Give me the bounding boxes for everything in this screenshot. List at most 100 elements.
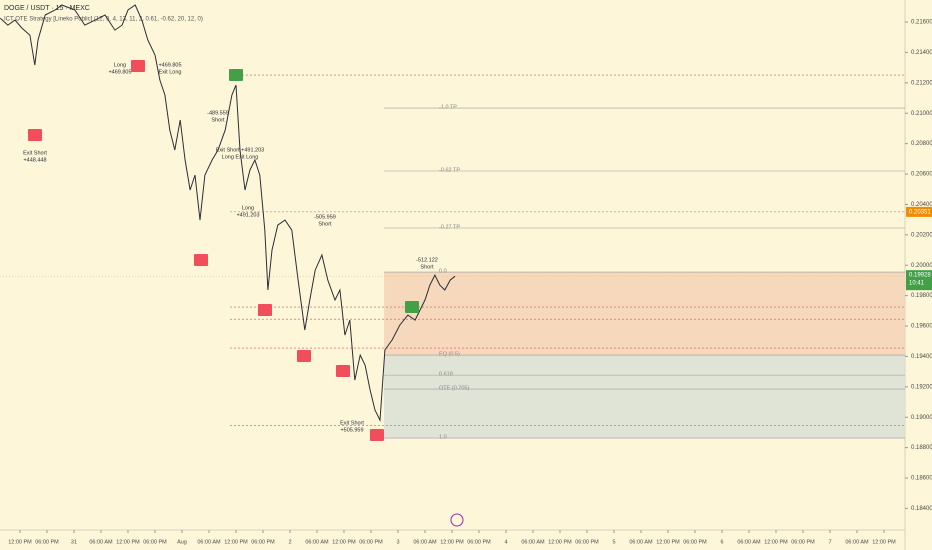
price-line — [0, 4, 456, 422]
x-tick-label: Aug — [177, 539, 187, 545]
zone — [384, 355, 906, 439]
x-tick-label: 6 — [720, 539, 723, 545]
trade-marker — [258, 304, 272, 316]
x-tick-label: 5 — [612, 539, 615, 545]
y-tick-label: 0.21000 — [911, 111, 932, 117]
indicator-label: ICT OTE Strategy [Lineko Public] (12, 9,… — [4, 17, 203, 23]
level-label: OTE (0.705) — [439, 386, 469, 392]
chart-title: DOGE / USDT · 15 · MEXC — [4, 5, 90, 12]
trade-marker — [405, 301, 419, 313]
plot: -1.0 TP -0.62 TP -0.27 TP 0.0 EQ (0.5) 0.618 O… — [0, 4, 906, 441]
annotation: Short — [420, 264, 434, 270]
x-tick-label: 12:00 PM — [332, 539, 356, 545]
level-label: -1.0 TP — [439, 105, 457, 111]
y-tick-label: 0.19000 — [911, 415, 932, 421]
y-tick-label: 0.20200 — [911, 232, 932, 238]
annotation: +469.805 — [158, 62, 181, 68]
x-tick-label: 12:00 PM — [872, 539, 896, 545]
annotation: +505.959 — [340, 427, 363, 433]
trade-marker — [28, 129, 42, 141]
current-price-label: 0.19928 — [909, 273, 931, 279]
y-tick-label: 0.20600 — [911, 172, 932, 178]
y-tick-label: 0.19800 — [911, 293, 932, 299]
level-label: EQ (0.5) — [439, 352, 460, 358]
trade-marker — [370, 429, 384, 441]
annotation: Short — [211, 117, 225, 123]
x-tick-label: 06:00 AM — [737, 539, 761, 545]
level-label: 0.618 — [439, 372, 453, 378]
annotation: Long — [114, 62, 126, 68]
trade-marker — [336, 365, 350, 377]
y-tick-label: 0.21400 — [911, 50, 932, 56]
y-tick-label: 0.21200 — [911, 80, 932, 86]
trade-marker — [297, 350, 311, 362]
x-tick-label: 12:00 PM — [764, 539, 788, 545]
annotation: -512.122 — [416, 257, 438, 263]
x-tick-label: 06:00 PM — [359, 539, 383, 545]
x-tick-label: 12:00 PM — [656, 539, 680, 545]
y-tick-label: 0.18600 — [911, 476, 932, 482]
trade-marker — [131, 60, 145, 72]
current-price-tag — [906, 270, 932, 291]
y-tick-label: 0.20400 — [911, 202, 932, 208]
level-label: 0.0 — [439, 269, 447, 275]
annotation: -505.959 — [314, 214, 336, 220]
x-tick-label: 06:00 PM — [35, 539, 59, 545]
x-tick-label: 06:00 AM — [197, 539, 221, 545]
annotation: -489.559 — [207, 110, 229, 116]
x-tick-label: 06:00 AM — [629, 539, 653, 545]
axes: 0.21600 0.21400 0.21200 0.21000 0.20800 0.206… — [8, 20, 932, 545]
x-tick-label: 06:00 AM — [413, 539, 437, 545]
x-tick-label: 31 — [71, 539, 77, 545]
x-tick-label: 06:00 AM — [521, 539, 545, 545]
x-tick-label: 2 — [288, 539, 291, 545]
x-tick-label: 3 — [396, 539, 399, 545]
x-tick-label: 12:00 PM — [440, 539, 464, 545]
x-tick-label: 06:00 PM — [791, 539, 815, 545]
x-tick-label: 06:00 PM — [683, 539, 707, 545]
annotation: +469.805 — [108, 69, 131, 75]
y-tick-label: 0.20800 — [911, 141, 932, 147]
annotation: +491.203 — [236, 212, 259, 218]
x-tick-label: 4 — [504, 539, 507, 545]
y-tick-label: 0.18800 — [911, 445, 932, 451]
x-tick-label: 7 — [828, 539, 831, 545]
marked-price-tag — [906, 206, 932, 217]
annotation: Long — [242, 205, 254, 211]
countdown-label: 10:41 — [909, 281, 925, 287]
annotation: Exit Short +491.203 — [216, 147, 264, 153]
y-tick-label: 0.21600 — [911, 20, 932, 26]
x-tick-label: 06:00 PM — [575, 539, 599, 545]
level-label: -0.27 TP — [439, 224, 460, 230]
x-tick-label: 06:00 AM — [305, 539, 329, 545]
x-tick-label: 06:00 AM — [89, 539, 113, 545]
x-tick-label: 06:00 PM — [143, 539, 167, 545]
annotation: Short — [318, 221, 332, 227]
x-tick-label: 06:00 AM — [845, 539, 869, 545]
y-tick-label: 0.20000 — [911, 263, 932, 269]
level-label: -0.62 TP — [439, 167, 460, 173]
trade-marker — [229, 69, 243, 81]
zone — [384, 272, 906, 356]
annotation: +448.448 — [23, 157, 46, 163]
level-label: 1.0 — [439, 434, 447, 440]
annotation: Long Exit Long — [222, 154, 259, 160]
marked-price-label: 0.20351 — [909, 209, 931, 215]
y-tick-label: 0.19200 — [911, 384, 932, 390]
annotation: Exit Short — [23, 150, 47, 156]
x-tick-label: 12:00 PM — [8, 539, 32, 545]
x-tick-label: 12:00 PM — [116, 539, 140, 545]
annotation: Exit Long — [159, 69, 182, 75]
y-tick-label: 0.19400 — [911, 354, 932, 360]
y-tick-label: 0.19600 — [911, 324, 932, 330]
trade-marker — [194, 254, 208, 266]
x-tick-label: 12:00 PM — [548, 539, 572, 545]
event-icon — [450, 513, 464, 527]
x-tick-label: 12:00 PM — [224, 539, 248, 545]
y-tick-label: 0.18400 — [911, 506, 932, 512]
x-tick-label: 06:00 PM — [467, 539, 491, 545]
x-tick-label: 06:00 PM — [251, 539, 275, 545]
annotation: Exit Short — [340, 420, 364, 426]
